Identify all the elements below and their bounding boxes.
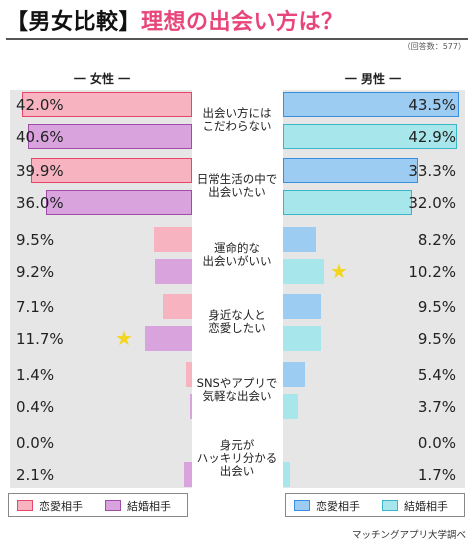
bar-male-love-0 <box>283 92 459 117</box>
value-label-female-love-3: 7.1% <box>16 298 55 316</box>
bar-male-marriage-2 <box>283 259 325 284</box>
bar-female-marriage-1 <box>46 190 192 215</box>
bar-male-love-1 <box>283 158 418 183</box>
value-label-female-love-5: 0.0% <box>16 434 55 452</box>
legend-label-female-love: 恋愛相手 <box>39 500 83 513</box>
value-label-female-marriage-3: 11.7% <box>16 330 64 348</box>
chart-title: 【男女比較】理想の出会い方は？ <box>6 4 344 36</box>
value-label-female-love-4: 1.4% <box>16 366 55 384</box>
star-icon: ★ <box>115 326 133 350</box>
bar-male-marriage-5 <box>283 462 290 487</box>
legend-label-male-marriage: 結婚相手 <box>404 500 448 513</box>
value-label-male-love-4: 5.4% <box>417 366 456 384</box>
bar-male-love-2 <box>283 227 317 252</box>
value-label-male-love-0: 43.5% <box>408 96 456 114</box>
category-label-3: 身近な人と 恋愛したい <box>208 308 266 335</box>
value-label-female-marriage-4: 0.4% <box>16 398 55 416</box>
value-label-female-marriage-1: 36.0% <box>16 194 64 212</box>
female-panel <box>10 90 192 488</box>
value-label-female-marriage-0: 40.6% <box>16 128 64 146</box>
bar-male-marriage-0 <box>283 124 457 149</box>
bar-female-love-3 <box>163 294 192 319</box>
value-label-male-love-5: 0.0% <box>417 434 456 452</box>
legend-swatch-male-love <box>294 500 310 511</box>
value-label-male-marriage-4: 3.7% <box>417 398 456 416</box>
bar-male-marriage-1 <box>283 190 413 215</box>
value-label-female-love-0: 42.0% <box>16 96 64 114</box>
value-label-female-marriage-5: 2.1% <box>16 466 55 484</box>
value-label-female-love-2: 9.5% <box>16 231 55 249</box>
respondent-count-note: （回答数：577） <box>402 42 466 51</box>
bar-male-love-3 <box>283 294 322 319</box>
legend-swatch-female-love <box>17 500 33 511</box>
legend-swatch-female-marriage <box>105 500 121 511</box>
bar-female-marriage-3 <box>144 326 192 351</box>
value-label-male-love-2: 8.2% <box>417 231 456 249</box>
male-panel <box>283 90 465 488</box>
bar-female-marriage-0 <box>27 124 192 149</box>
value-label-male-marriage-2: 10.2% <box>408 263 456 281</box>
bar-female-marriage-4 <box>190 394 192 419</box>
value-label-male-marriage-5: 1.7% <box>417 466 456 484</box>
legend-label-female-marriage: 結婚相手 <box>127 500 171 513</box>
category-label-1: 日常生活の中で 出会いたい <box>196 172 278 199</box>
title-bracket: 【男女比較】 <box>6 10 142 35</box>
bar-female-love-2 <box>153 227 192 252</box>
title-divider <box>6 38 468 40</box>
legend-label-male-love: 恋愛相手 <box>316 500 360 513</box>
category-label-4: SNSやアプリで 気軽な出会い <box>196 376 278 403</box>
value-label-male-love-1: 33.3% <box>408 162 456 180</box>
value-label-female-love-1: 39.9% <box>16 162 64 180</box>
bar-female-love-4 <box>186 362 192 387</box>
bar-male-marriage-3 <box>283 326 322 351</box>
category-label-2: 運命的な 出会いがいい <box>202 241 272 268</box>
bar-female-marriage-5 <box>183 462 192 487</box>
value-label-female-marriage-2: 9.2% <box>16 263 55 281</box>
bar-male-love-4 <box>283 362 305 387</box>
value-label-male-marriage-1: 32.0% <box>408 194 456 212</box>
bar-female-love-1 <box>30 158 192 183</box>
category-label-0: 出会い方には こだわらない <box>202 106 272 133</box>
male-column-header: 一 男性 一 <box>344 72 402 86</box>
title-main: 理想の出会い方は？ <box>141 10 344 35</box>
bar-female-love-0 <box>22 92 192 117</box>
legend-swatch-male-marriage <box>382 500 398 511</box>
value-label-male-marriage-3: 9.5% <box>417 330 456 348</box>
female-column-header: 一 女性 一 <box>73 72 131 86</box>
female-legend: 恋愛相手 結婚相手 <box>8 493 188 517</box>
male-legend: 恋愛相手 結婚相手 <box>285 493 465 517</box>
bar-female-marriage-2 <box>154 259 192 284</box>
category-label-5: 身元が ハッキリ分かる 出会い <box>196 437 278 478</box>
bar-male-marriage-4 <box>283 394 298 419</box>
star-icon: ★ <box>330 259 348 283</box>
value-label-male-love-3: 9.5% <box>417 298 456 316</box>
value-label-male-marriage-0: 42.9% <box>408 128 456 146</box>
source-credit: マッチングアプリ大学調べ <box>351 530 466 541</box>
